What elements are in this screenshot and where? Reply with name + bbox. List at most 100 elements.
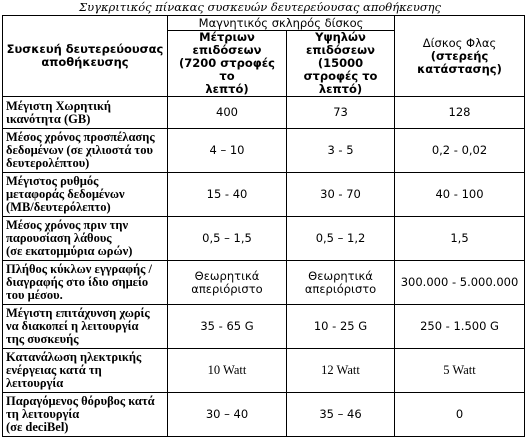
cell-medium-performance-line: 0,5 – 1,5 bbox=[202, 231, 252, 245]
header-medium-performance: Μέτριων επιδόσεων (7200 στροφές το λεπτό… bbox=[167, 30, 287, 97]
row-label-line: Παραγόμενος θόρυβος κατά bbox=[6, 394, 155, 408]
cell-medium-performance-line: απεριόριστο bbox=[191, 281, 263, 296]
table-row: Παραγόμενος θόρυβος κατά τη λειτουργία (σε… bbox=[2, 392, 526, 437]
table-row: Κατανάλωση ηλεκτρικής ενέργειας κατά τη λε… bbox=[2, 348, 526, 393]
row-label-line: του μέσου. bbox=[6, 288, 63, 302]
cell-high-performance-line: Θεωρητικά bbox=[308, 268, 373, 283]
cell-flash-disk-line: 1,5 bbox=[450, 231, 469, 245]
row-label-line: Κατανάλωση ηλεκτρικής bbox=[6, 350, 142, 364]
cell-flash-disk-line: 40 - 100 bbox=[435, 187, 484, 201]
table-row: Μέγιστος ρυθμός μεταφοράς δεδομένων (MB/δε… bbox=[2, 172, 526, 217]
cell-flash-disk: 0 bbox=[394, 392, 526, 437]
cell-medium-performance-line: 15 - 40 bbox=[206, 187, 248, 201]
table-row: Μέσος χρόνος προσπέλασης δεδομένων (σε χι… bbox=[2, 128, 526, 173]
cell-flash-disk: 0,2 - 0,02 bbox=[394, 128, 526, 173]
row-label: Πλήθος κύκλων εγγραφής / διαγραφής στο ίδ… bbox=[2, 260, 168, 305]
cell-flash-disk-line: 0 bbox=[455, 407, 464, 421]
cell-high-performance-line: απεριόριστο bbox=[304, 281, 377, 296]
cell-high-performance: 73 bbox=[285, 96, 396, 129]
row-label-line: Μέγιστη Χωρητική bbox=[6, 98, 112, 113]
cell-medium-performance: 35 - 65 G bbox=[167, 304, 287, 349]
row-label-line: Μέσος χρόνος πριν την bbox=[6, 218, 129, 232]
row-label-line: Μέγιστος ρυθμός bbox=[6, 174, 99, 188]
cell-flash-disk-line: 5 Watt bbox=[443, 363, 476, 377]
cell-flash-disk: 5 Watt bbox=[394, 348, 526, 393]
row-label: Μέγιστη επιτάχυνση χωρίς να διακοπεί η λε… bbox=[2, 304, 168, 349]
cell-flash-disk: 300.000 - 5.000.000 bbox=[394, 260, 526, 305]
row-label: Κατανάλωση ηλεκτρικής ενέργειας κατά τη λε… bbox=[2, 348, 168, 393]
cell-high-performance-line: 12 Watt bbox=[321, 363, 360, 377]
header-flash-line: (στερεής bbox=[430, 48, 489, 63]
cell-high-performance-line: 35 – 46 bbox=[319, 407, 362, 421]
header-high-line: (15000 στροφές το bbox=[303, 56, 378, 83]
header-row-sub: Μέτριων επιδόσεων (7200 στροφές το λεπτό… bbox=[3, 30, 525, 97]
header-device-line: Συσκευή δευτερεύουσας bbox=[6, 42, 164, 56]
row-label-line: ενέργειας κατά τη bbox=[6, 363, 102, 377]
header-device-line: αποθήκευσης bbox=[41, 55, 129, 69]
cell-flash-disk-line: 0,2 - 0,02 bbox=[431, 143, 488, 157]
row-label-line: παρουσίαση λάθους bbox=[6, 231, 112, 245]
row-label-line: (σε deciBel) bbox=[6, 420, 69, 434]
header-device: Συσκευή δευτερεύουσας αποθήκευσης bbox=[2, 15, 168, 97]
row-label-line: διαγραφής στο ίδιο σημείο bbox=[6, 275, 149, 289]
cell-flash-disk-line: 250 - 1.500 G bbox=[420, 319, 499, 333]
header-high-line: Υψηλών επιδόσεων bbox=[306, 30, 375, 57]
cell-high-performance: Θεωρητικά απεριόριστο bbox=[285, 260, 396, 305]
row-label: Μέσος χρόνος προσπέλασης δεδομένων (σε χι… bbox=[2, 128, 168, 173]
row-label: Μέγιστη Χωρητική ικανότητα (GB) bbox=[2, 96, 168, 129]
table-body: Μέγιστη Χωρητική ικανότητα (GB) 400 73 128 Μέ… bbox=[2, 96, 526, 437]
header-row-top: Συσκευή δευτερεύουσας αποθήκευσης Μαγνητ… bbox=[2, 15, 526, 97]
table-row: Μέγιστη επιτάχυνση χωρίς να διακοπεί η λε… bbox=[2, 304, 526, 349]
header-flash-line: Δίσκος Φλας bbox=[422, 35, 497, 50]
row-label-line: ικανότητα (GB) bbox=[6, 111, 91, 126]
storage-comparison-table: Συσκευή δευτερεύουσας αποθήκευσης Μαγνητ… bbox=[2, 15, 526, 437]
header-high-performance: Υψηλών επιδόσεων (15000 στροφές το λεπτό… bbox=[285, 30, 396, 97]
row-label-line: να διακοπεί η λειτουργία bbox=[6, 319, 139, 333]
row-label: Μέσος χρόνος πριν την παρουσίαση λάθους (σ… bbox=[2, 216, 168, 261]
row-label-line: τη λειτουργία bbox=[6, 407, 80, 421]
cell-high-performance-line: 3 - 5 bbox=[327, 143, 354, 157]
cell-high-performance: 30 - 70 bbox=[285, 172, 396, 217]
table-row: Μέσος χρόνος πριν την παρουσίαση λάθους (σ… bbox=[2, 216, 526, 261]
cell-high-performance: 0,5 – 1,2 bbox=[285, 216, 396, 261]
table-row: Πλήθος κύκλων εγγραφής / διαγραφής στο ίδ… bbox=[2, 260, 526, 305]
cell-high-performance: 12 Watt bbox=[285, 348, 396, 393]
cell-high-performance-line: 0,5 – 1,2 bbox=[315, 231, 366, 245]
row-label-line: δεδομένων (σε χιλιοστά του bbox=[6, 143, 153, 157]
cell-flash-disk: 1,5 bbox=[394, 216, 526, 261]
cell-medium-performance-line: 10 Watt bbox=[207, 363, 247, 377]
cell-medium-performance-line: 4 – 10 bbox=[209, 143, 245, 157]
row-label-line: Μέσος χρόνος προσπέλασης bbox=[6, 130, 155, 144]
cell-high-performance-line: 10 - 25 G bbox=[313, 319, 368, 333]
cell-flash-disk: 250 - 1.500 G bbox=[394, 304, 526, 349]
cell-medium-performance: 0,5 – 1,5 bbox=[167, 216, 287, 261]
cell-medium-performance-line: 30 – 40 bbox=[205, 407, 249, 421]
cell-flash-disk-line: 300.000 - 5.000.000 bbox=[400, 275, 519, 289]
cell-medium-performance: 400 bbox=[167, 96, 287, 129]
row-label-line: μεταφοράς δεδομένων bbox=[6, 187, 125, 201]
header-medium-line: Μέτριων επιδόσεων bbox=[192, 30, 262, 57]
cell-high-performance: 10 - 25 G bbox=[285, 304, 396, 349]
cell-flash-disk: 128 bbox=[394, 96, 526, 129]
header-magnetic-disk: Μαγνητικός σκληρός δίσκος bbox=[166, 15, 396, 31]
cell-high-performance-line: 30 - 70 bbox=[320, 187, 361, 201]
row-label: Μέγιστος ρυθμός μεταφοράς δεδομένων (MB/δε… bbox=[2, 172, 168, 217]
cell-medium-performance-line: 400 bbox=[216, 105, 238, 119]
row-label-line: (MB/δευτερόλεπτο) bbox=[6, 200, 111, 214]
row-label-line: Πλήθος κύκλων εγγραφής / bbox=[6, 262, 152, 276]
row-label-line: (σε εκατομμύρια ωρών) bbox=[6, 244, 133, 258]
cell-medium-performance-line: 35 - 65 G bbox=[200, 319, 254, 333]
cell-high-performance: 3 - 5 bbox=[285, 128, 396, 173]
table-caption: Συγκριτικός πίνακας συσκευών δευτερεύουσ… bbox=[79, 0, 441, 14]
row-label-line: λειτουργία bbox=[6, 376, 64, 390]
header-flash-disk: Δίσκος Φλας (στερεής κατάστασης) bbox=[394, 15, 526, 97]
cell-flash-disk: 40 - 100 bbox=[394, 172, 526, 217]
cell-medium-performance-line: Θεωρητικά bbox=[194, 268, 260, 283]
cell-high-performance: 35 – 46 bbox=[285, 392, 396, 437]
cell-medium-performance: Θεωρητικά απεριόριστο bbox=[167, 260, 287, 305]
header-medium-line: λεπτό) bbox=[205, 82, 249, 96]
row-label: Παραγόμενος θόρυβος κατά τη λειτουργία (σε… bbox=[2, 392, 168, 437]
row-label-line: Μέγιστη επιτάχυνση χωρίς bbox=[6, 306, 150, 320]
cell-medium-performance: 30 – 40 bbox=[167, 392, 287, 437]
cell-high-performance-line: 73 bbox=[333, 105, 348, 119]
